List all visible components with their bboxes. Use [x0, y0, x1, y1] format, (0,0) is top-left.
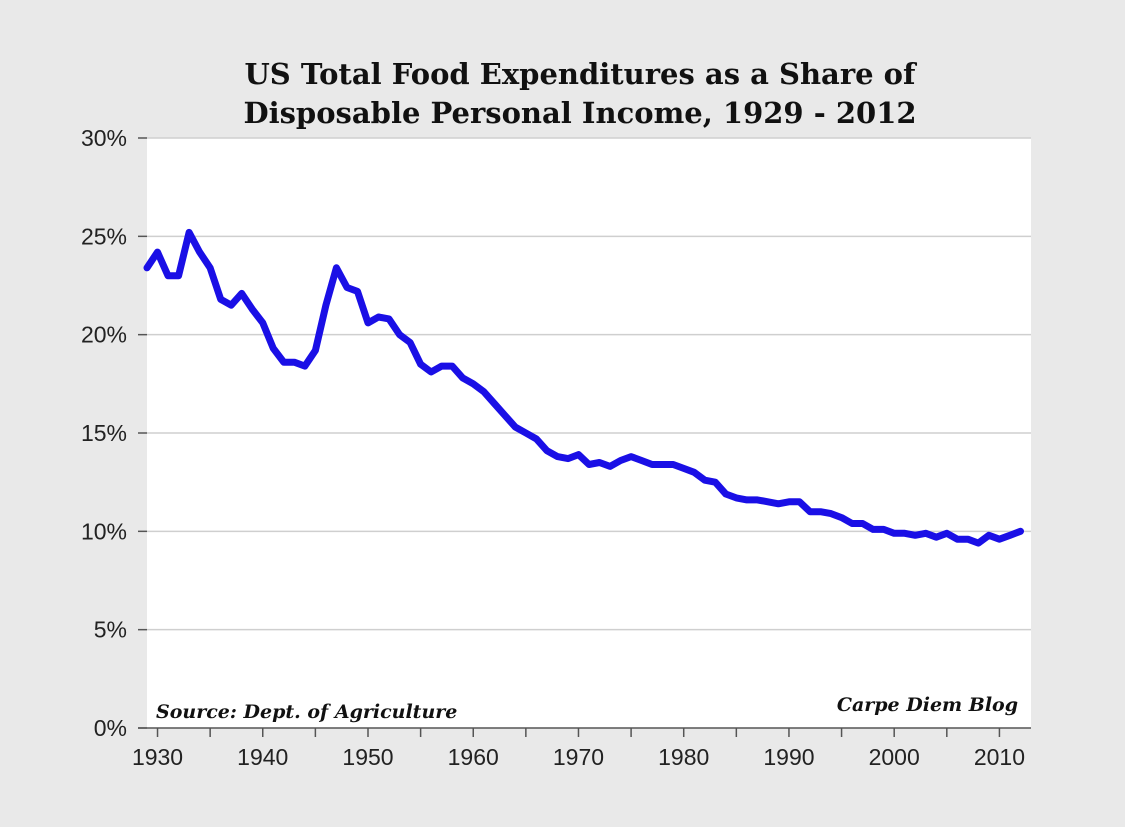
x-tick-label: 1940 — [237, 744, 288, 770]
chart-title-line-1: US Total Food Expenditures as a Share of — [245, 57, 919, 91]
x-tick-label: 1960 — [448, 744, 499, 770]
x-tick-label: 2000 — [869, 744, 920, 770]
credit-annotation: Carpe Diem Blog — [837, 694, 1018, 716]
x-tick-label: 1990 — [763, 744, 814, 770]
y-tick-label: 25% — [81, 223, 127, 249]
y-tick-label: 10% — [81, 518, 127, 544]
y-tick-label: 20% — [81, 322, 127, 348]
x-tick-label: 1980 — [658, 744, 709, 770]
y-tick-label: 5% — [94, 617, 127, 643]
y-tick-label: 0% — [94, 715, 127, 741]
x-tick-label: 1970 — [553, 744, 604, 770]
source-annotation: Source: Dept. of Agriculture — [156, 701, 457, 723]
y-tick-label: 30% — [81, 125, 127, 151]
axes: 0% 5% 10% 15% 20% 25% 30% 1930 1940 1950 1960 1970 1… — [81, 125, 1031, 770]
y-tick-label: 15% — [81, 420, 127, 446]
series-layer — [143, 228, 1024, 547]
x-tick-label: 2010 — [974, 744, 1025, 770]
x-tick-label: 1950 — [342, 744, 393, 770]
x-tick-label: 1930 — [132, 744, 183, 770]
chart-title-line-2: Disposable Personal Income, 1929 - 2012 — [243, 96, 916, 130]
series-line-0 — [143, 228, 1024, 547]
gridlines — [147, 137, 1031, 631]
